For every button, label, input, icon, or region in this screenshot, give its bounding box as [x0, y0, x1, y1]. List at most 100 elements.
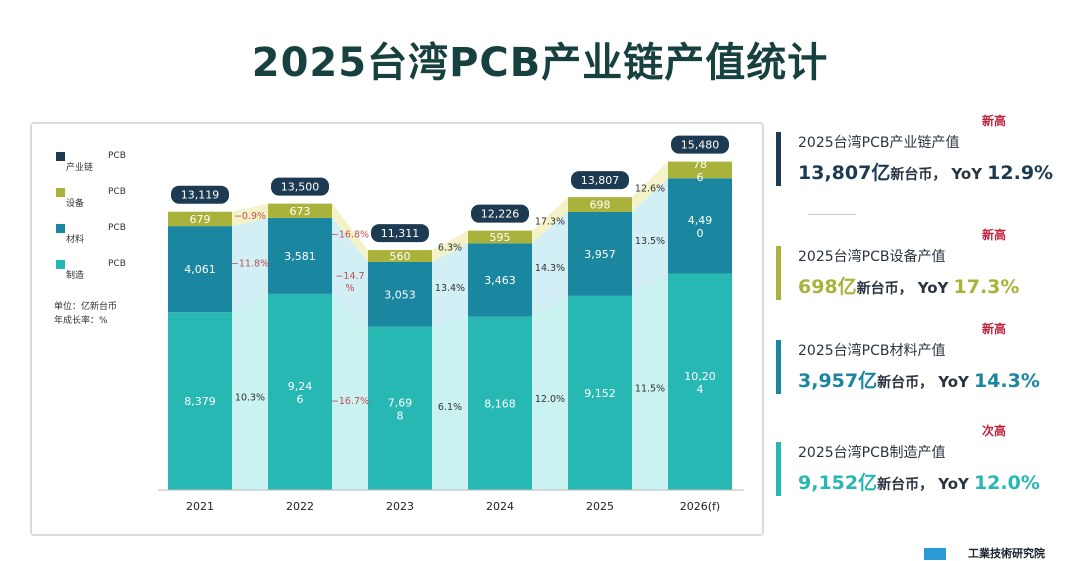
summary-value: 13,807亿新台币， YoY 12.9% [798, 158, 1053, 185]
total-pill [571, 171, 629, 190]
bar-segment [168, 226, 232, 313]
legend-pcb-label: PCB [108, 259, 126, 269]
data-label: 9,152 [584, 387, 616, 400]
x-tick-label: 2021 [186, 500, 214, 513]
data-label: 4,49 0 [688, 214, 713, 240]
band-制造 [332, 293, 368, 490]
summary-color-bar [776, 246, 781, 300]
summary-unit: 新台币， [890, 167, 947, 183]
total-pill [371, 224, 429, 243]
legend-swatch [56, 188, 65, 197]
band-材料 [632, 178, 668, 296]
data-label: 7,69 8 [388, 396, 413, 422]
growth-label: 12.6% [635, 183, 665, 194]
yoy-label: YoY [917, 279, 949, 297]
total-label: 13,500 [281, 181, 320, 194]
data-label: 679 [190, 213, 211, 226]
total-pill [271, 177, 329, 196]
band-制造 [632, 273, 668, 490]
summary-number: 9,152亿 [798, 472, 878, 494]
summary-label: 2025台湾PCB设备产值 [798, 249, 946, 265]
itri-logo-icon [924, 548, 946, 560]
record-badge: 新高 [981, 322, 1006, 336]
bar-segment [568, 211, 632, 296]
summary-value: 3,957亿新台币， YoY 14.3% [798, 366, 1040, 393]
summary-number: 3,957亿 [798, 370, 878, 392]
bar-segment [568, 295, 632, 490]
legend-item-material: PCB 材料 [52, 220, 162, 256]
data-label: 3,463 [484, 274, 516, 287]
band-制造 [532, 295, 568, 490]
growth-label: 13.4% [435, 283, 465, 294]
summary-unit: 新台币， [877, 477, 934, 493]
record-badge: 次高 [981, 424, 1006, 438]
data-label: 698 [590, 199, 611, 212]
yoy-value: 14.3% [973, 370, 1040, 392]
summary-unit: 新台币， [877, 375, 934, 391]
total-pill [671, 135, 729, 154]
bar-segment [168, 312, 232, 490]
band-材料 [432, 243, 468, 327]
bar-segment [668, 178, 732, 274]
summary-color-bar [776, 340, 781, 394]
stacked-bar-chart: 8,379 9,24 6 7,69 8 8,168 9,152 10,20 4 4,061 3,58… [158, 135, 744, 513]
bar-segment [268, 293, 332, 490]
growth-label: −16.8% [331, 229, 369, 240]
band-设备 [632, 161, 668, 212]
band-材料 [532, 211, 568, 317]
yoy-value: 12.9% [987, 162, 1054, 184]
growth-label: −11.8% [231, 259, 269, 270]
growth-label: 年成长率：% [54, 316, 108, 326]
total-pill [471, 204, 529, 223]
data-label: 78 6 [693, 158, 707, 184]
data-label: 3,581 [284, 250, 316, 263]
legend-label: 产业链 [66, 163, 94, 173]
legend-item-equipment: PCB 设备 [52, 184, 162, 220]
total-label: 11,311 [381, 227, 420, 240]
growth-label: 13.5% [635, 236, 665, 247]
total-label: 13,119 [181, 189, 220, 202]
growth-label: −16.7% [331, 396, 369, 407]
data-label: 4,061 [184, 263, 216, 276]
total-label: 13,807 [581, 174, 620, 187]
data-label: 673 [290, 205, 311, 218]
x-tick-label: 2022 [286, 500, 314, 513]
bar-segment [468, 316, 532, 490]
growth-label: 11.5% [635, 383, 665, 394]
band-制造 [432, 316, 468, 490]
band-设备 [232, 203, 268, 227]
data-label: 560 [390, 250, 411, 263]
data-label: 595 [490, 231, 511, 244]
summary-number: 698亿 [798, 276, 857, 298]
legend-swatch [56, 152, 65, 161]
legend-pcb-label: PCB [108, 151, 126, 161]
growth-label: 10.3% [235, 393, 265, 404]
data-label: 10,20 4 [684, 370, 716, 396]
bar-segment [468, 243, 532, 317]
summary-value: 9,152亿新台币， YoY 12.0% [798, 468, 1040, 495]
summary-number: 13,807亿 [798, 162, 891, 184]
summary-value: 698亿新台币， YoY 17.3% [798, 272, 1019, 299]
x-tick-label: 2026(f) [680, 500, 720, 513]
band-设备 [332, 203, 368, 262]
legend-item-chain: PCB 产业链 [52, 148, 162, 184]
legend-swatch [56, 260, 65, 269]
unit-label: 单位：亿新台币 [54, 302, 118, 312]
legend-label: 制造 [66, 271, 85, 281]
growth-label: 12.0% [535, 394, 565, 405]
summary-label: 2025台湾PCB制造产值 [798, 445, 946, 461]
legend-label: 材料 [66, 235, 85, 245]
legend-pcb-label: PCB [108, 223, 126, 233]
yoy-label: YoY [938, 475, 969, 493]
data-label: 3,957 [584, 248, 616, 261]
chart-legend: PCB 产业链 PCB 设备 PCB 材料 PCB 制造 [52, 148, 162, 292]
legend-pcb-label: PCB [108, 187, 126, 197]
growth-label: 6.1% [438, 402, 462, 413]
growth-label: 6.3% [438, 242, 462, 253]
bar-segment [268, 203, 332, 218]
source-logo: 工業技術研究院 [924, 545, 1064, 560]
bar-segment [268, 217, 332, 294]
x-tick-label: 2023 [386, 500, 414, 513]
data-label: 8,168 [484, 397, 516, 410]
total-pill [171, 185, 229, 204]
